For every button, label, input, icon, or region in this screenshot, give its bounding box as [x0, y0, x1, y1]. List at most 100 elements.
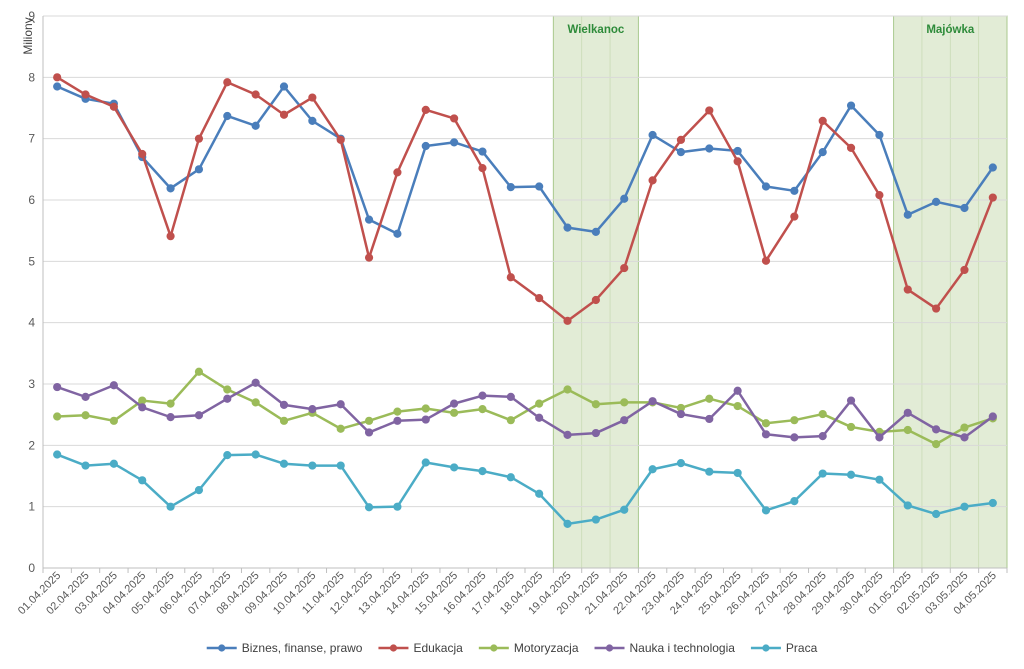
data-point — [620, 416, 629, 425]
data-point — [194, 367, 204, 376]
data-point — [166, 184, 175, 193]
data-point — [506, 273, 515, 282]
data-point — [705, 414, 714, 424]
axes: 012345678901.04.202502.04.202503.04.2025… — [16, 9, 1008, 617]
data-point — [790, 416, 799, 425]
data-point — [790, 433, 799, 442]
data-point — [676, 409, 686, 419]
data-point — [846, 101, 856, 110]
legend-swatch-marker — [762, 644, 770, 652]
data-point — [535, 399, 544, 408]
data-point — [194, 486, 204, 495]
data-point — [279, 400, 289, 409]
legend-swatch-marker — [389, 644, 398, 652]
data-point — [506, 473, 515, 482]
data-point — [478, 147, 487, 156]
data-point — [705, 467, 714, 476]
data-point — [138, 403, 147, 412]
data-point — [194, 411, 204, 420]
legend-label: Motoryzacja — [514, 641, 579, 655]
data-point — [506, 183, 515, 192]
legend-swatch-marker — [218, 644, 226, 652]
data-point — [421, 415, 430, 424]
data-point — [676, 135, 686, 144]
data-point — [223, 111, 232, 121]
data-point — [790, 186, 799, 195]
data-point — [223, 394, 232, 403]
data-point — [932, 304, 941, 313]
data-point — [364, 503, 374, 512]
data-point — [364, 253, 374, 262]
y-tick-label: 0 — [28, 561, 35, 575]
data-point — [336, 135, 345, 144]
data-point — [875, 130, 884, 140]
y-tick-label: 4 — [28, 316, 35, 330]
data-point — [903, 501, 912, 510]
data-point — [960, 203, 969, 213]
data-point — [308, 116, 317, 125]
data-point — [223, 385, 232, 394]
data-point — [279, 459, 289, 468]
data-point — [81, 461, 90, 470]
data-point — [563, 519, 572, 528]
data-point — [109, 416, 118, 425]
data-point — [620, 505, 629, 514]
data-point — [563, 385, 572, 394]
data-point — [421, 141, 430, 151]
data-point — [535, 413, 544, 422]
data-point — [393, 229, 402, 238]
data-point — [648, 397, 657, 406]
data-point — [251, 378, 260, 387]
data-point — [960, 433, 969, 442]
data-point — [761, 430, 771, 439]
highlight-label: Majówka — [926, 24, 975, 36]
data-point — [223, 451, 232, 460]
data-point — [506, 416, 515, 425]
data-point — [733, 146, 742, 156]
data-point — [336, 400, 345, 409]
data-point — [818, 469, 827, 478]
data-point — [875, 475, 884, 484]
data-point — [761, 182, 771, 191]
data-point — [251, 450, 260, 459]
data-point — [818, 116, 827, 125]
data-point — [875, 190, 884, 200]
data-point — [818, 432, 827, 441]
legend-label: Edukacja — [413, 641, 463, 655]
data-point — [563, 430, 572, 440]
data-point — [818, 409, 827, 419]
y-tick-label: 3 — [28, 377, 35, 391]
data-point — [563, 223, 572, 232]
data-point — [393, 416, 402, 425]
series-line — [56, 85, 994, 235]
data-point — [988, 193, 997, 202]
y-axis-label: Miliony — [21, 17, 35, 54]
data-point — [535, 294, 544, 303]
highlight-label: Wielkanoc — [567, 24, 624, 36]
data-point — [648, 465, 657, 474]
data-point — [846, 396, 856, 405]
data-point — [279, 82, 289, 91]
data-point — [336, 424, 345, 433]
data-point — [790, 212, 799, 221]
data-point — [81, 411, 90, 420]
data-point — [591, 515, 600, 524]
legend-swatch-marker — [490, 644, 498, 652]
data-point — [733, 468, 742, 478]
data-point — [166, 232, 175, 241]
data-point — [620, 263, 629, 273]
data-point — [109, 381, 118, 390]
data-point — [932, 197, 941, 206]
data-point — [450, 138, 459, 147]
y-tick-label: 1 — [28, 500, 35, 514]
data-point — [591, 428, 600, 438]
data-point — [733, 157, 742, 166]
data-point — [988, 163, 997, 172]
data-point — [733, 386, 742, 395]
data-point — [705, 394, 714, 403]
data-point — [932, 509, 941, 519]
data-point — [138, 396, 147, 405]
data-point — [903, 210, 912, 219]
data-point — [591, 227, 600, 236]
